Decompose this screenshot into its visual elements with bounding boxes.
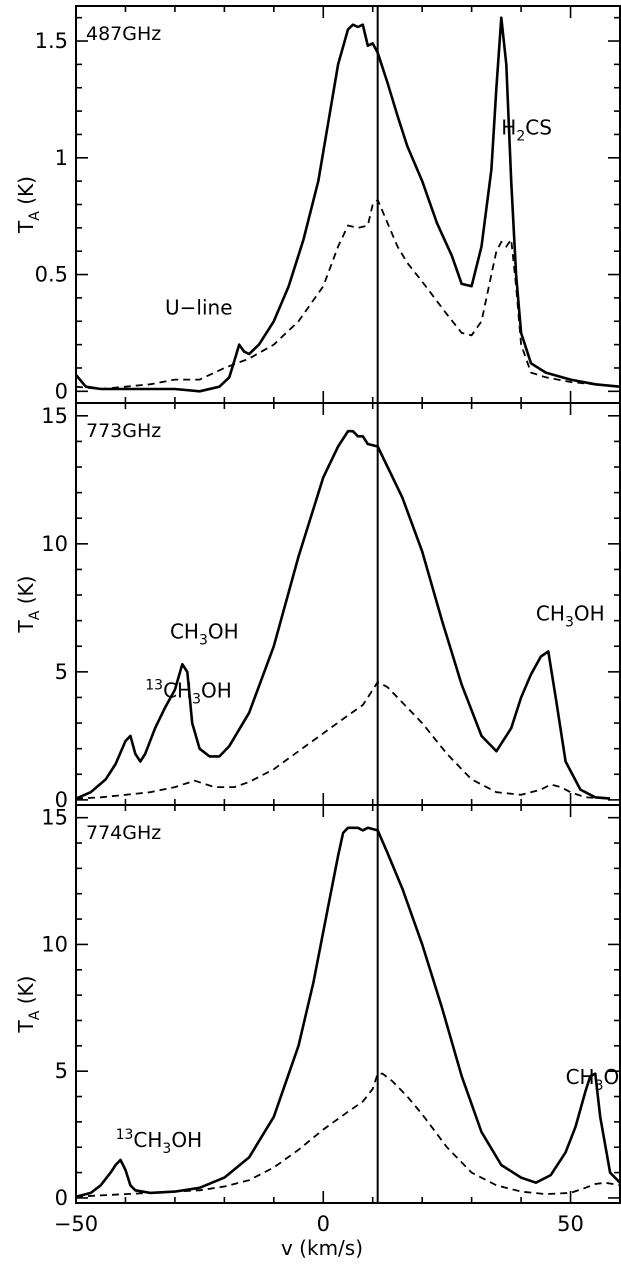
x-tick-label: −50 (54, 1212, 98, 1236)
annotation-label: H2CS (501, 115, 552, 144)
y-tick-label: 0 (55, 1186, 68, 1210)
y-axis-title: TA (K) (14, 576, 43, 634)
panel-label: 774GHz (86, 822, 161, 844)
x-axis-title: v (km/s) (281, 1236, 363, 1260)
dashed-spectrum-line (75, 198, 621, 390)
panel-label: 773GHz (86, 420, 161, 442)
annotation-label: 13CH3OH (116, 1127, 203, 1157)
y-tick-label: 5 (55, 1059, 68, 1083)
annotation-label: CH3OH (170, 620, 239, 649)
y-tick-label: 0 (55, 379, 68, 403)
plot-frame (75, 5, 621, 404)
y-tick-label: 5 (55, 660, 68, 684)
solid-spectrum-line (75, 429, 611, 800)
x-tick-label: 50 (557, 1212, 584, 1236)
panel-487ghz: 0 0.5 1 1.5 487GHz TA (K) U−line H2CS (14, 5, 621, 404)
y-tick-label: 10 (41, 932, 68, 956)
y-tick-label: 15 (41, 404, 68, 428)
annotation-label: CH3OH (566, 1065, 621, 1094)
solid-spectrum-line (75, 16, 621, 393)
y-tick-label: 0.5 (35, 263, 68, 287)
dashed-spectrum-line (75, 1072, 621, 1198)
x-tick-label: 0 (317, 1212, 330, 1236)
annotation-label: CH3OH (536, 602, 605, 631)
annotation-label: 13CH3OH (145, 677, 232, 707)
y-tick-label: 10 (41, 532, 68, 556)
solid-spectrum-line (75, 826, 621, 1198)
y-axis-title: TA (K) (14, 976, 43, 1034)
plot-frame (75, 804, 621, 1204)
y-axis-title: TA (K) (14, 176, 43, 234)
dashed-spectrum-line (75, 680, 611, 800)
y-tick-label: 0 (55, 788, 68, 812)
panel-label: 487GHz (86, 23, 161, 45)
y-tick-label: 1 (55, 146, 68, 170)
annotation-label: U−line (165, 295, 233, 319)
y-tick-label: 15 (41, 806, 68, 830)
panel-773ghz: 0 5 10 15 773GHz TA (K) 13CH3OH CH3OH CH3OH (14, 402, 621, 812)
y-tick-label: 1.5 (35, 29, 68, 53)
